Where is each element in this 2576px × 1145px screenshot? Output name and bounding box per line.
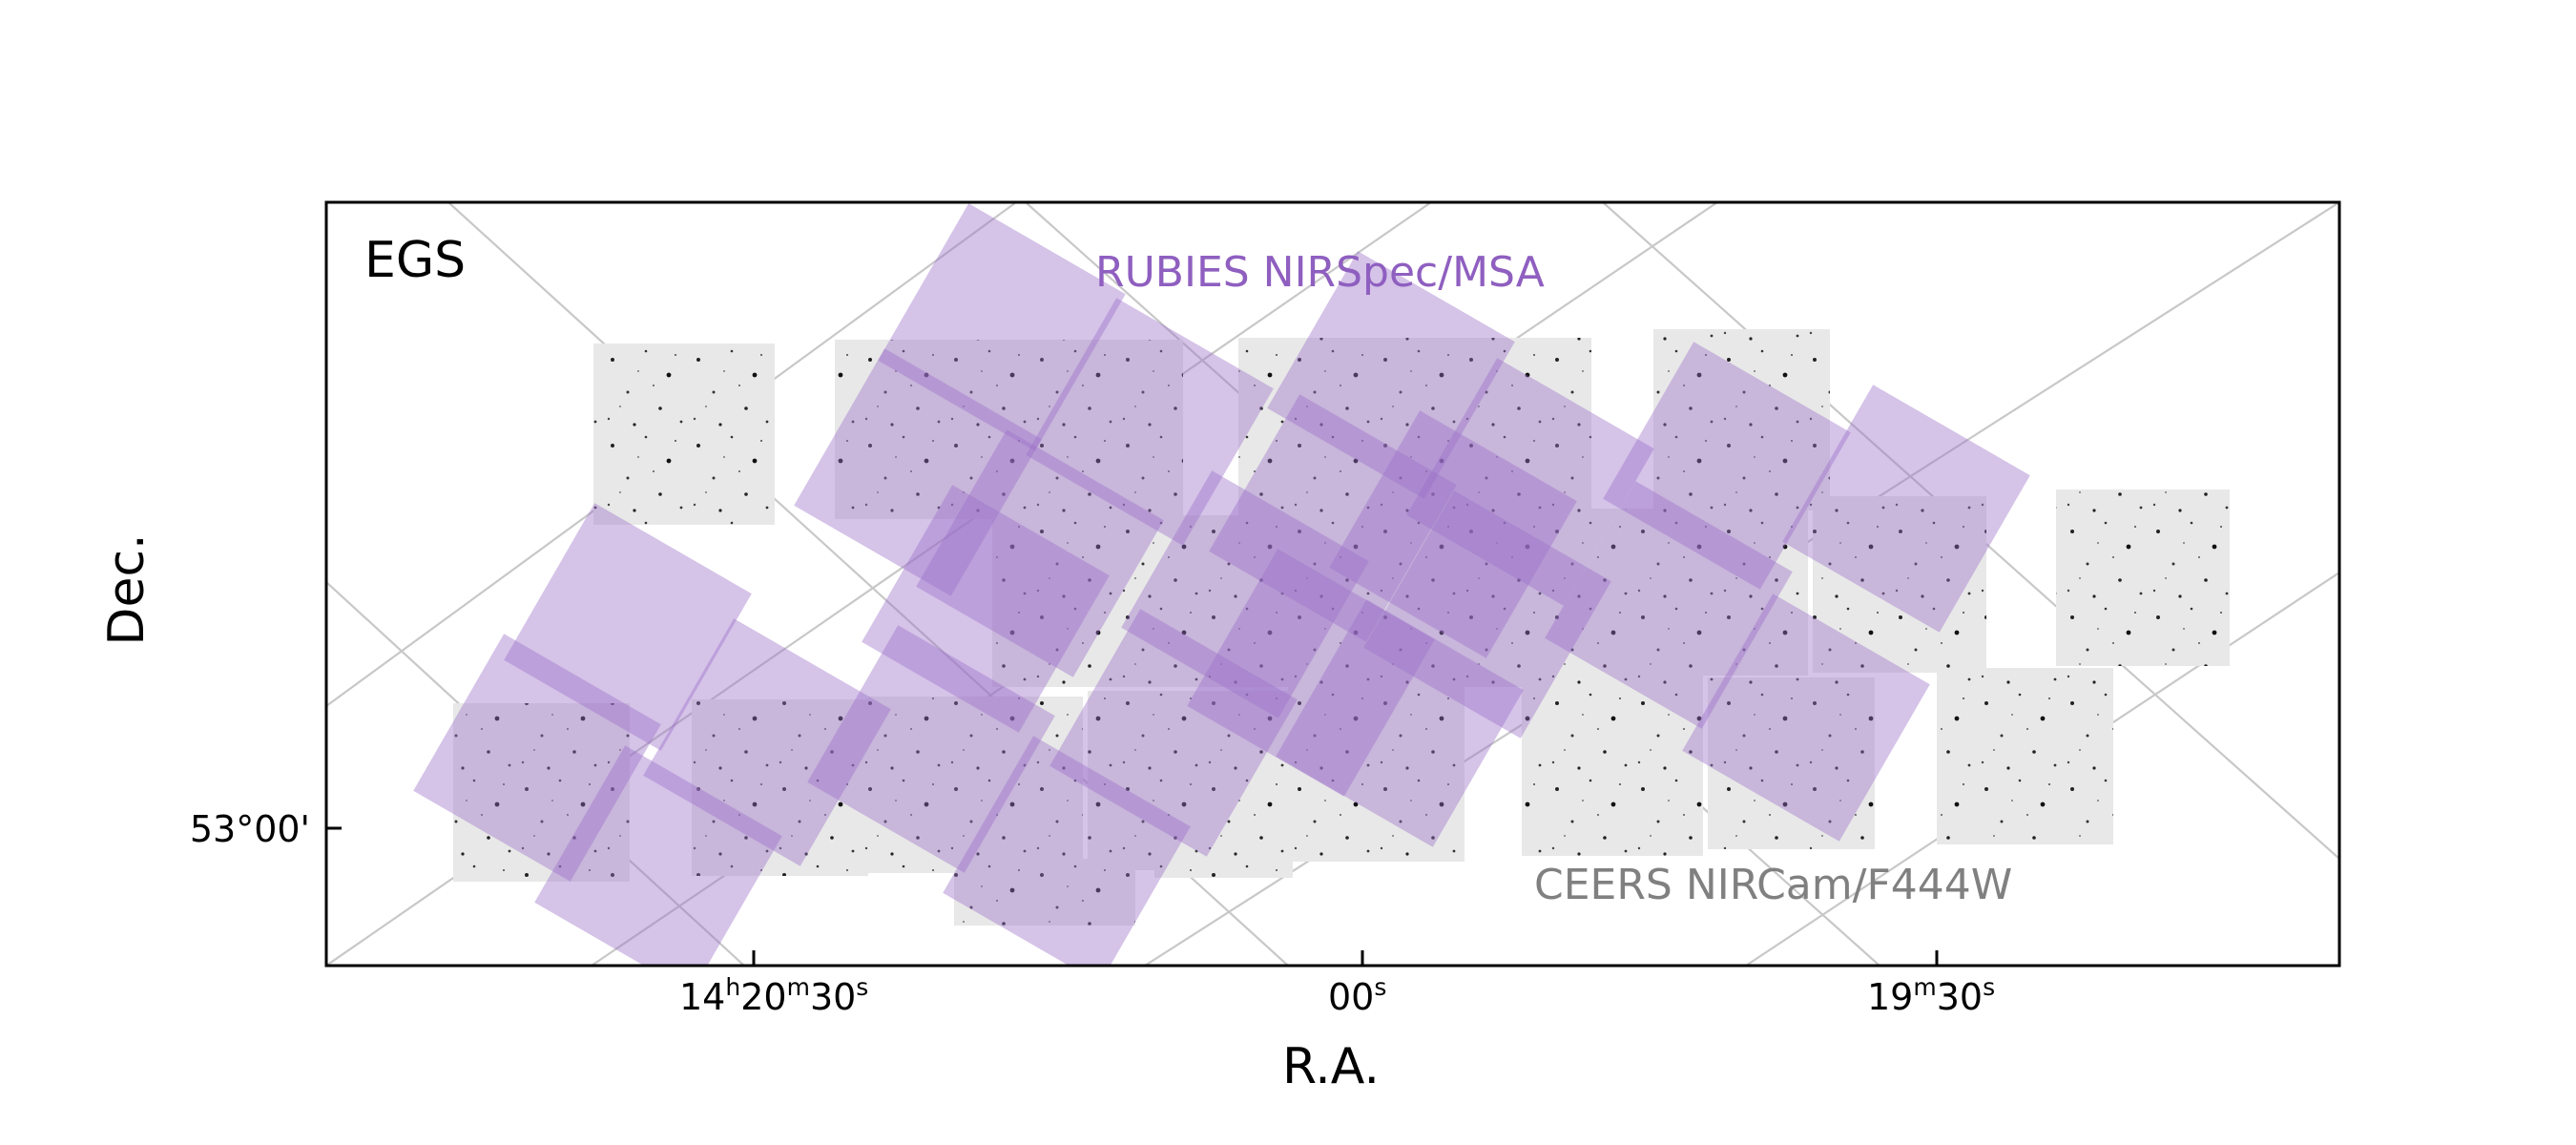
msa-footprint bbox=[1682, 593, 1930, 842]
frame-ticks bbox=[326, 826, 1939, 966]
msa-footprint bbox=[1782, 385, 2030, 633]
nircam-tile bbox=[593, 344, 775, 525]
nircam-tile bbox=[868, 697, 1083, 873]
msa-footprint bbox=[1026, 298, 1274, 546]
nircam-tile bbox=[1522, 675, 1703, 856]
msa-footprint bbox=[1545, 481, 1793, 729]
msa-footprint bbox=[862, 485, 1110, 733]
msa-footprints bbox=[413, 203, 2030, 966]
nircam-tile bbox=[835, 340, 1183, 519]
msa-footprint bbox=[1603, 342, 1851, 590]
nircam-tile bbox=[954, 859, 1135, 926]
field-label: EGS bbox=[364, 232, 466, 289]
msa-footprint bbox=[643, 618, 891, 866]
x-tick-label-19m30s: 19m30s bbox=[1867, 973, 1995, 1018]
nircam-tile bbox=[692, 699, 868, 876]
msa-footprint bbox=[807, 625, 1055, 873]
x-axis-label: R.A. bbox=[1282, 1038, 1380, 1095]
msa-footprint bbox=[413, 634, 661, 882]
nircam-tile bbox=[1708, 677, 1875, 849]
nircam-tile bbox=[992, 515, 1565, 687]
msa-footprint bbox=[534, 745, 782, 966]
image-label: CEERS NIRCam/F444W bbox=[1534, 861, 2012, 909]
msa-footprint bbox=[943, 736, 1191, 966]
y-tick-label-53deg00: 53°00' bbox=[190, 808, 310, 850]
msa-footprint bbox=[916, 429, 1164, 677]
nircam-tiles bbox=[453, 329, 2230, 926]
x-tick-label-00s: 00s bbox=[1328, 973, 1386, 1018]
nircam-tile bbox=[1813, 496, 1986, 673]
nircam-tile bbox=[1238, 338, 1591, 519]
nircam-tile bbox=[1154, 840, 1293, 878]
nircam-tile bbox=[453, 703, 630, 882]
msa-footprint bbox=[1406, 358, 1654, 606]
msa-footprint bbox=[1209, 394, 1457, 642]
msa-footprint bbox=[1267, 251, 1515, 499]
nircam-tile bbox=[1565, 509, 1808, 676]
nircam-tile bbox=[1937, 668, 2113, 844]
msa-footprint bbox=[1187, 549, 1435, 797]
msa-footprint bbox=[1276, 599, 1524, 847]
msa-footprint bbox=[1121, 470, 1369, 718]
nircam-tile bbox=[2056, 489, 2230, 666]
msa-footprint bbox=[1049, 609, 1298, 857]
overlay-label: RUBIES NIRSpec/MSA bbox=[1095, 248, 1545, 297]
msa-footprint bbox=[878, 203, 1126, 451]
y-axis-label: Dec. bbox=[98, 533, 156, 645]
msa-footprint bbox=[794, 348, 1042, 596]
plot-frame bbox=[324, 200, 2341, 968]
msa-footprint bbox=[1363, 490, 1611, 739]
nircam-tile bbox=[1653, 329, 1830, 510]
nircam-tile bbox=[1288, 685, 1465, 862]
msa-footprint bbox=[1329, 410, 1577, 658]
msa-footprint bbox=[504, 503, 752, 751]
x-tick-label-14h20m30s: 14h20m30s bbox=[679, 973, 868, 1018]
